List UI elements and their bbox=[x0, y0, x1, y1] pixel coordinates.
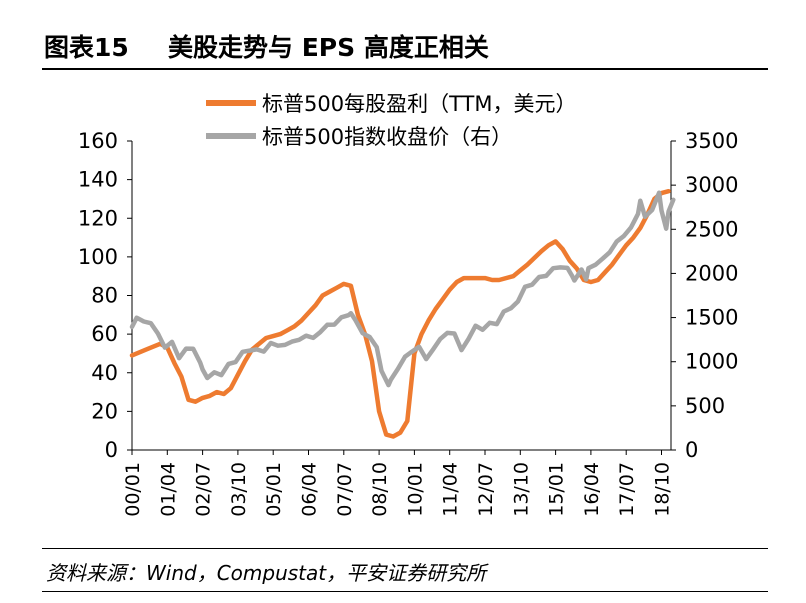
y-left-tick-label: 40 bbox=[91, 361, 118, 385]
index-line bbox=[129, 190, 676, 388]
y-right-tick-label: 500 bbox=[685, 394, 725, 418]
y-left-tick-label: 160 bbox=[78, 129, 118, 153]
x-tick-label: 02/07 bbox=[193, 462, 215, 517]
figure-label: 图表15 bbox=[44, 33, 129, 62]
x-tick-label: 06/04 bbox=[299, 462, 321, 517]
series-lines bbox=[129, 188, 676, 439]
legend-label-index: 标普500指数收盘价（右） bbox=[262, 125, 512, 149]
y-right-tick-label: 3000 bbox=[685, 173, 738, 197]
y-right-tick-label: 2000 bbox=[685, 261, 738, 285]
x-tick-label: 18/10 bbox=[652, 462, 674, 517]
x-tick-label: 10/01 bbox=[404, 462, 426, 517]
eps-line bbox=[129, 188, 671, 439]
x-tick-label: 13/10 bbox=[510, 462, 532, 517]
x-tick-label: 00/01 bbox=[122, 462, 144, 517]
figure-title: 美股走势与 EPS 高度正相关 bbox=[168, 33, 489, 62]
y-left-tick-label: 60 bbox=[91, 322, 118, 346]
y-right-tick-label: 0 bbox=[685, 438, 698, 462]
legend-label-eps: 标普500每股盈利（TTM，美元） bbox=[262, 92, 577, 116]
x-tick-label: 11/04 bbox=[440, 462, 462, 517]
y-right-tick-label: 1000 bbox=[685, 350, 738, 374]
x-tick-label: 15/01 bbox=[546, 462, 568, 517]
x-tick-label: 16/04 bbox=[581, 462, 603, 517]
x-tick-label: 07/07 bbox=[334, 462, 356, 517]
x-tick-label: 17/07 bbox=[616, 462, 638, 517]
x-tick-label: 12/07 bbox=[475, 462, 497, 517]
x-tick-label: 05/01 bbox=[263, 462, 285, 517]
y-left-tick-label: 100 bbox=[78, 245, 118, 269]
y-right-tick-label: 2500 bbox=[685, 217, 738, 241]
legend: 标普500每股盈利（TTM，美元） 标普500指数收盘价（右） bbox=[206, 92, 577, 149]
y-left-tick-label: 120 bbox=[78, 206, 118, 230]
x-tick-label: 08/10 bbox=[369, 462, 391, 517]
y-left-tick-label: 140 bbox=[78, 168, 118, 192]
y-right-tick-label: 1500 bbox=[685, 306, 738, 330]
y-left-tick-label: 20 bbox=[91, 399, 118, 423]
x-tick-label: 03/10 bbox=[228, 462, 250, 517]
eps-vs-index-chart: 标普500每股盈利（TTM，美元） 标普500指数收盘价（右） 0 20 40 60 8… bbox=[78, 92, 739, 517]
source-bar: 资料来源：Wind，Compustat，平安证券研究所 bbox=[42, 548, 768, 592]
axes: 0 20 40 60 80 100 120 140 160 0 500 1000 1500 2000 250… bbox=[78, 129, 739, 517]
y-left-tick-label: 80 bbox=[91, 284, 118, 308]
x-tick-label: 01/04 bbox=[157, 462, 179, 517]
y-left-tick-label: 0 bbox=[105, 438, 118, 462]
title-bar: 图表15 美股走势与 EPS 高度正相关 bbox=[42, 22, 768, 70]
source-note: 资料来源：Wind，Compustat，平安证券研究所 bbox=[46, 561, 487, 585]
y-right-tick-label: 3500 bbox=[685, 129, 738, 153]
